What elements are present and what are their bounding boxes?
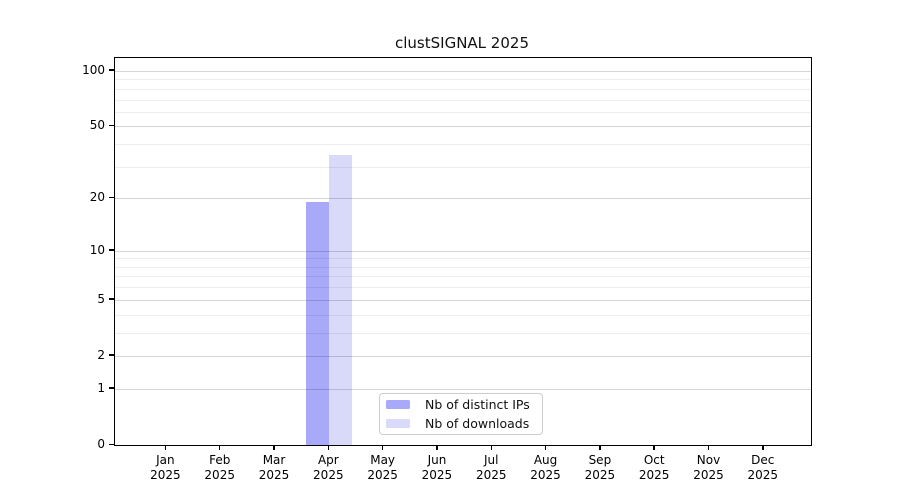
gridline-minor-4 [115, 314, 811, 316]
gridline-minor-9 [115, 258, 811, 260]
gridline-major-50 [115, 126, 811, 128]
gridline-minor-30 [115, 166, 811, 168]
y-tick-mark-20 [109, 196, 114, 199]
gridline-major-100 [115, 70, 811, 72]
y-tick-mark-10 [109, 249, 114, 251]
legend: Nb of distinct IPs Nb of downloads [379, 393, 543, 435]
x-tick-mark-oct-2025 [653, 445, 655, 450]
x-tick-mark-jan-2025 [164, 445, 167, 450]
bar-nb-of-downloads-apr-2025 [329, 154, 353, 445]
x-tick-label-aug-2025: Aug 2025 [530, 453, 561, 482]
x-tick-mark-nov-2025 [707, 445, 710, 450]
gridline-minor-80 [115, 88, 811, 90]
x-tick-mark-apr-2025 [327, 445, 330, 450]
gridline-major-10 [115, 250, 811, 252]
x-tick-label-jan-2025: Jan 2025 [150, 453, 181, 482]
y-tick-label-10: 10 [89, 242, 105, 257]
y-tick-label-0: 0 [97, 437, 105, 451]
x-tick-label-may-2025: May 2025 [367, 453, 398, 482]
legend-label: Nb of downloads [425, 416, 530, 431]
gridline-minor-8 [115, 266, 811, 268]
y-tick-mark-2 [109, 354, 114, 356]
gridline-minor-40 [115, 144, 811, 146]
x-tick-label-jul-2025: Jul 2025 [475, 453, 507, 482]
x-tick-mark-sep-2025 [599, 445, 601, 450]
y-tick-mark-0 [109, 443, 114, 445]
gridline-major-1 [115, 388, 811, 390]
x-tick-label-apr-2025: Apr 2025 [313, 453, 344, 482]
x-tick-label-jun-2025: Jun 2025 [421, 453, 453, 482]
y-tick-mark-50 [109, 124, 114, 127]
y-tick-label-2: 2 [97, 347, 105, 362]
x-tick-label-oct-2025: Oct 2025 [638, 453, 670, 482]
legend-label: Nb of distinct IPs [425, 397, 530, 412]
legend-entry-nb-of-downloads: Nb of downloads [386, 414, 536, 433]
x-tick-label-mar-2025: Mar 2025 [258, 453, 290, 482]
x-tick-mark-jul-2025 [490, 445, 492, 450]
x-tick-mark-mar-2025 [273, 445, 275, 450]
y-tick-mark-100 [109, 69, 114, 71]
y-tick-label-20: 20 [89, 190, 105, 205]
y-tick-label-1: 1 [97, 380, 105, 395]
legend-swatch-icon [386, 419, 410, 428]
gridline-minor-90 [115, 79, 811, 81]
gridline-major-20 [115, 198, 811, 200]
gridline-major-5 [115, 299, 811, 301]
x-tick-mark-may-2025 [381, 445, 384, 450]
y-tick-label-5: 5 [97, 291, 105, 306]
x-tick-mark-dec-2025 [762, 445, 764, 450]
x-tick-mark-aug-2025 [544, 445, 547, 450]
x-tick-label-sep-2025: Sep 2025 [584, 453, 616, 482]
legend-swatch-icon [386, 400, 410, 409]
gridline-minor-60 [115, 111, 811, 113]
plot-area: Nb of distinct IPs Nb of downloads [114, 57, 812, 446]
x-tick-mark-jun-2025 [436, 445, 438, 450]
gridline-minor-6 [115, 287, 811, 289]
x-tick-label-feb-2025: Feb 2025 [204, 453, 235, 482]
x-tick-label-nov-2025: Nov 2025 [693, 453, 724, 482]
bar-nb-of-distinct-ips-apr-2025 [306, 202, 330, 445]
x-tick-mark-feb-2025 [219, 445, 221, 450]
chart-title: clustSIGNAL 2025 [395, 34, 529, 52]
gridline-minor-70 [115, 99, 811, 101]
legend-rows: Nb of distinct IPs Nb of downloads [386, 395, 536, 433]
gridline-minor-3 [115, 332, 811, 334]
y-tick-label-50: 50 [89, 118, 105, 133]
gridline-major-2 [115, 355, 811, 357]
x-tick-label-dec-2025: Dec 2025 [747, 453, 779, 482]
y-tick-mark-5 [109, 298, 114, 300]
y-tick-label-100: 100 [82, 62, 105, 77]
y-tick-mark-1 [109, 387, 114, 389]
legend-entry-nb-of-distinct-ips: Nb of distinct IPs [386, 395, 536, 414]
gridline-minor-7 [115, 276, 811, 278]
